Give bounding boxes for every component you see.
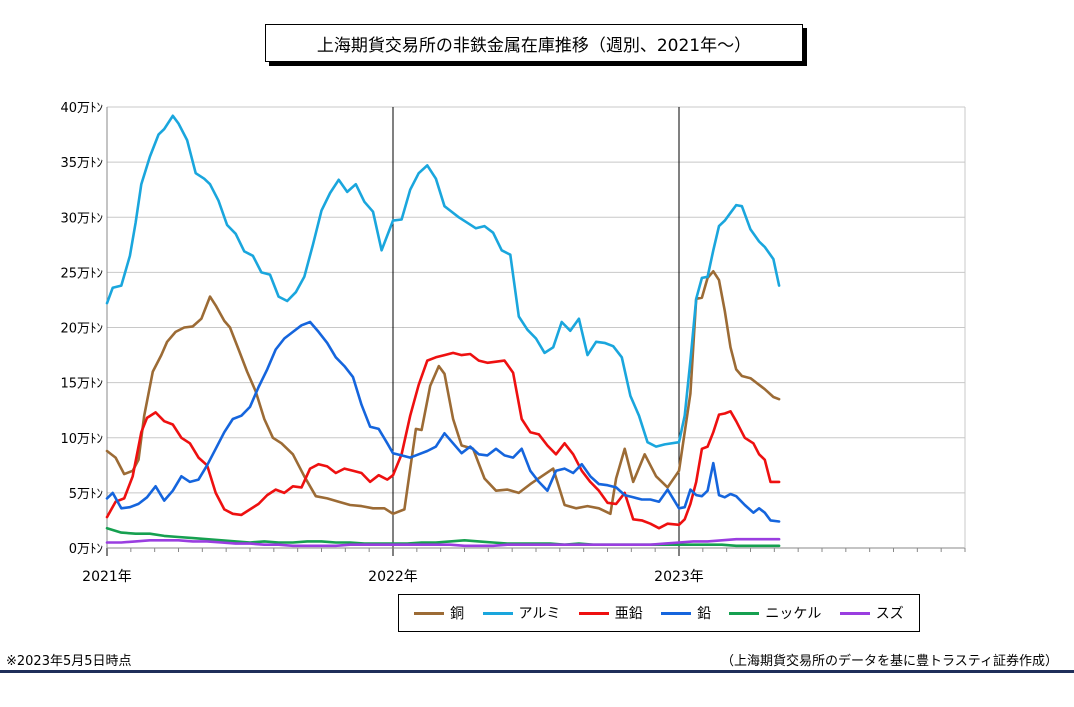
chart-title: 上海期貨交易所の非鉄金属在庫推移（週別、2021年～）: [265, 24, 803, 62]
y-tick-label: 35万ﾄﾝ: [60, 156, 103, 171]
legend-item-tin: スズ: [839, 603, 904, 623]
x-tick-label: 2023年: [654, 569, 704, 585]
bottom-rule: [0, 670, 1074, 673]
series-line-2: [105, 351, 781, 530]
legend-label-tin: スズ: [875, 606, 904, 622]
source-note: （上海期貨交易所のデータを基に豊トラスティ証券作成）: [721, 654, 1058, 669]
legend-item-nickel: ニッケル: [729, 603, 821, 623]
series-line-1: [105, 114, 781, 448]
y-tick-label: 25万ﾄﾝ: [60, 266, 103, 281]
y-tick-label: 15万ﾄﾝ: [60, 377, 103, 392]
legend-swatch-lead: [661, 611, 692, 615]
data-date-note: ※2023年5月5日時点: [6, 654, 132, 669]
legend-item-zinc: 亜鉛: [578, 603, 643, 623]
chart-legend: 銅 アルミ 亜鉛 鉛 ニッケル スズ: [398, 594, 920, 632]
y-tick-label: 10万ﾄﾝ: [60, 432, 103, 447]
legend-label-copper: 銅: [450, 606, 465, 622]
y-tick-label: 40万ﾄﾝ: [60, 101, 103, 116]
legend-label-aluminum: アルミ: [518, 606, 561, 622]
y-tick-label: 30万ﾄﾝ: [60, 211, 103, 226]
legend-label-lead: 鉛: [697, 606, 712, 622]
x-tick-label: 2022年: [368, 569, 418, 585]
series-line-5: [105, 537, 781, 548]
legend-item-aluminum: アルミ: [482, 603, 561, 623]
legend-swatch-nickel: [729, 611, 760, 615]
y-tick-label: 0万ﾄﾝ: [69, 542, 103, 557]
series-line-0: [105, 269, 781, 516]
series-line-3: [105, 320, 781, 523]
legend-swatch-aluminum: [482, 611, 513, 615]
legend-swatch-tin: [839, 611, 870, 615]
x-tick-label: 2021年: [82, 569, 132, 585]
legend-label-zinc: 亜鉛: [614, 606, 643, 622]
y-tick-label: 5万ﾄﾝ: [69, 487, 103, 502]
legend-label-nickel: ニッケル: [765, 606, 822, 622]
legend-item-copper: 銅: [414, 603, 464, 623]
legend-item-lead: 鉛: [661, 603, 711, 623]
y-tick-label: 20万ﾄﾝ: [60, 322, 103, 337]
legend-swatch-copper: [414, 611, 445, 615]
legend-swatch-zinc: [578, 611, 609, 615]
